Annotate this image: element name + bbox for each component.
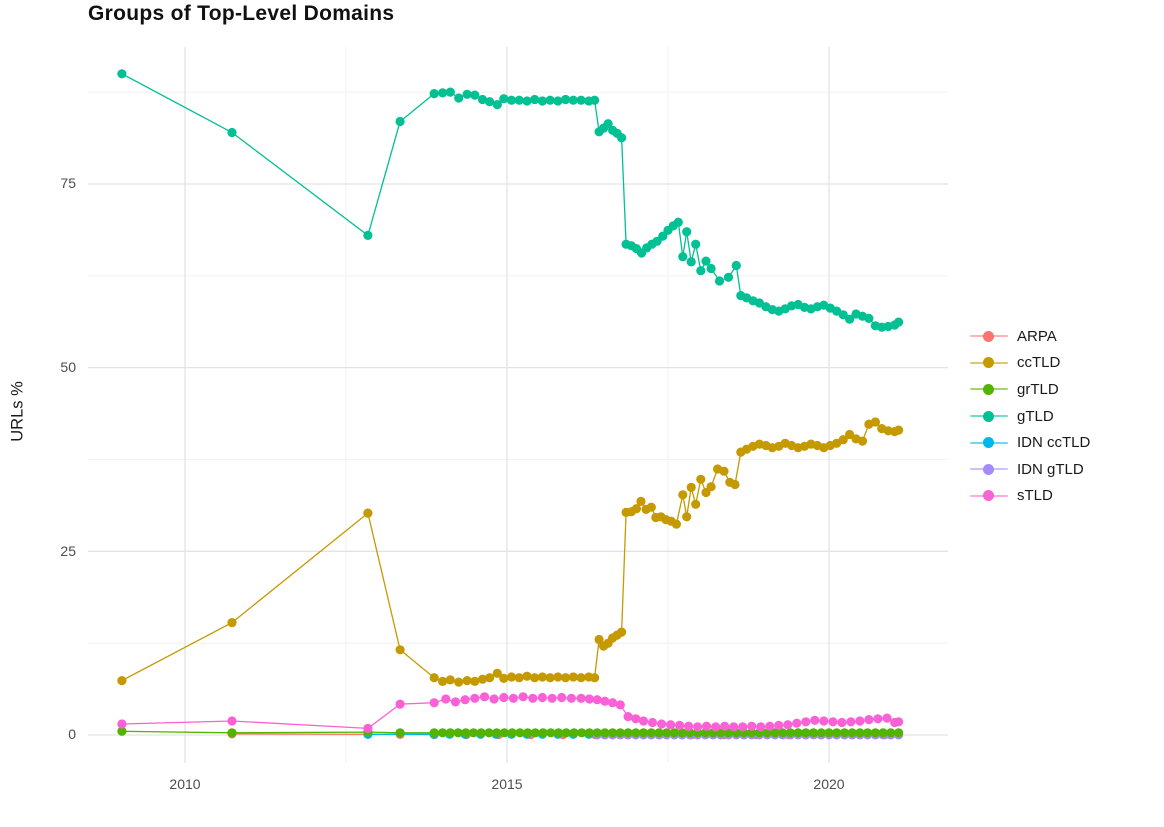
legend-item-idn-cctld: IDN ccTLD: [970, 429, 1090, 456]
legend-item-cctld: ccTLD: [970, 350, 1090, 377]
y-tick-label-75: 75: [60, 175, 76, 191]
x-tick-label-2015: 2015: [491, 776, 523, 792]
x-tick-label-2020: 2020: [813, 776, 845, 792]
series-gtld: [117, 69, 904, 332]
legend-item-idn-gtld: IDN gTLD: [970, 456, 1090, 483]
legend-key-icon: [970, 486, 1008, 506]
series-cctld: [117, 417, 904, 687]
chart-title: Groups of Top-Level Domains: [88, 2, 395, 25]
legend-key-icon: [970, 379, 1008, 399]
legend-label: gTLD: [1017, 407, 1054, 425]
y-tick-label-0: 0: [68, 726, 76, 742]
legend-key-icon: [970, 433, 1008, 453]
legend-item-arpa: ARPA: [970, 323, 1090, 350]
legend-item-grtld: grTLD: [970, 376, 1090, 403]
legend-label: IDN gTLD: [1017, 460, 1084, 478]
x-tick-label-2010: 2010: [169, 776, 201, 792]
legend-label: grTLD: [1017, 380, 1059, 398]
y-tick-label-50: 50: [60, 359, 76, 375]
legend-label: ARPA: [1017, 327, 1057, 345]
legend-item-stld: sTLD: [970, 483, 1090, 510]
legend-key-icon: [970, 326, 1008, 346]
legend-key-icon: [970, 406, 1008, 426]
legend-label: IDN ccTLD: [1017, 434, 1091, 452]
legend: ARPA ccTLD grTLD gTLD IDN ccTLD IDN gTLD…: [970, 323, 1090, 509]
legend-key-icon: [970, 459, 1008, 479]
legend-label: ccTLD: [1017, 354, 1061, 372]
legend-item-gtld: gTLD: [970, 403, 1090, 430]
legend-label: sTLD: [1017, 487, 1053, 505]
y-tick-label-25: 25: [60, 543, 76, 559]
series-stld: [117, 692, 904, 734]
legend-key-icon: [970, 353, 1008, 373]
